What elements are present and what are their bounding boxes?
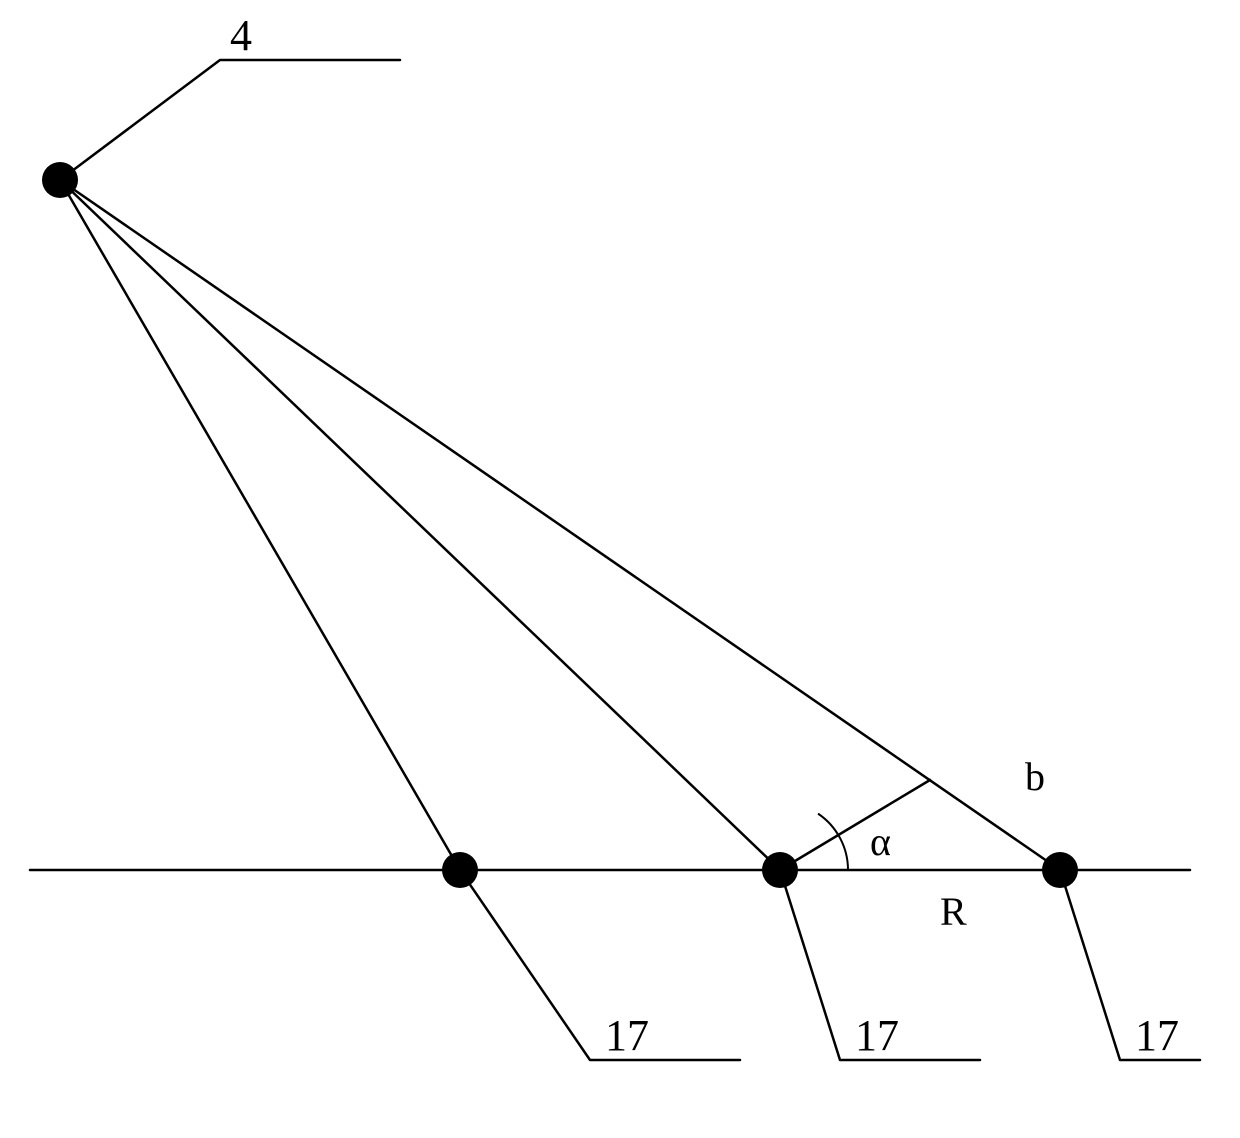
num17c: 17 xyxy=(1135,1011,1179,1060)
num17b: 17 xyxy=(855,1011,899,1060)
num4: 4 xyxy=(230,11,252,60)
leader-base1_17 xyxy=(460,870,740,1060)
leader-base3_17 xyxy=(1060,870,1200,1060)
num17a: 17 xyxy=(605,1011,649,1060)
node-base3 xyxy=(1042,852,1078,888)
line-perp_from_base2 xyxy=(780,780,930,870)
R: R xyxy=(940,889,967,934)
node-apex xyxy=(42,162,78,198)
node-base1 xyxy=(442,852,478,888)
leader-apex_4 xyxy=(60,60,400,180)
b: b xyxy=(1025,754,1045,799)
line-ray_to_base3 xyxy=(60,180,1060,870)
line-ray_to_base2 xyxy=(60,180,780,870)
alpha: α xyxy=(870,819,891,864)
angle-arc xyxy=(818,814,848,870)
line-ray_to_base1 xyxy=(60,180,460,870)
node-base2 xyxy=(762,852,798,888)
